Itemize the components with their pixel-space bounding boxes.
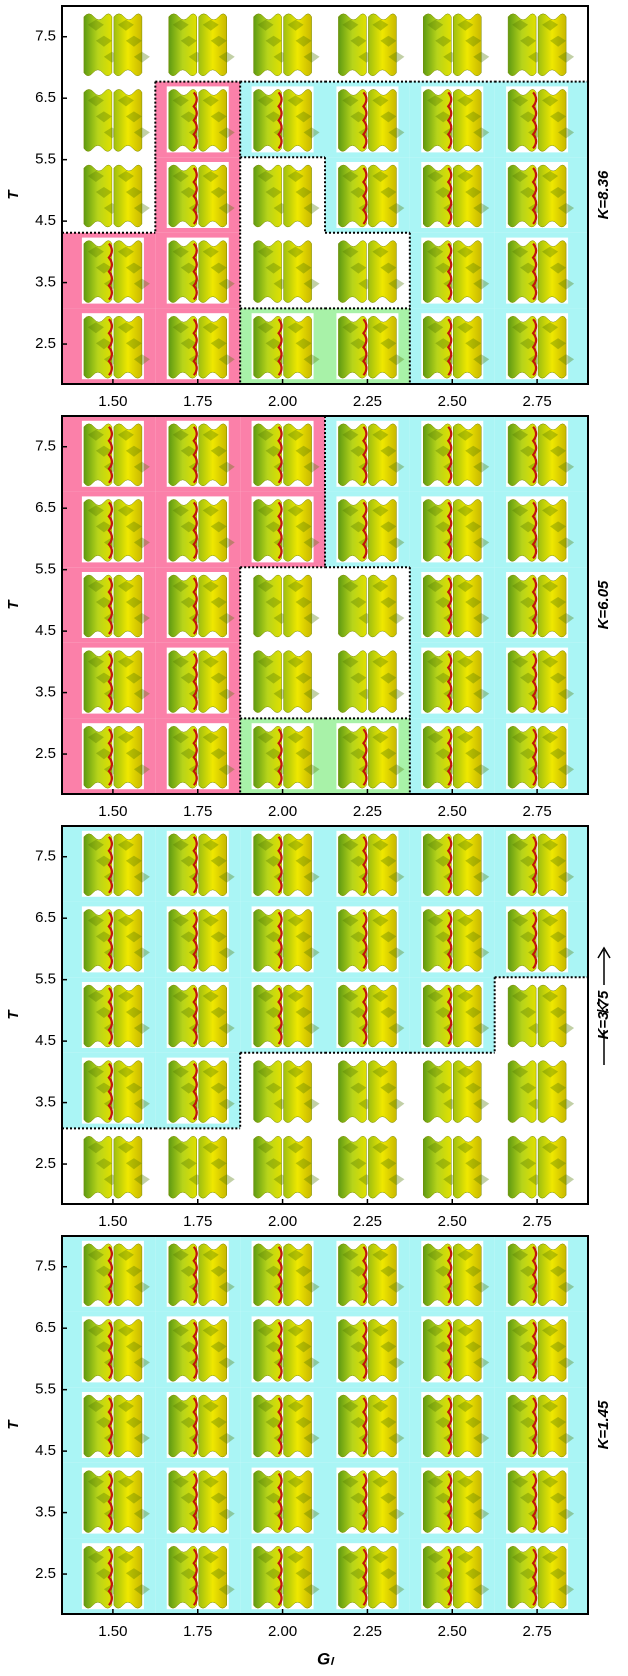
y-tick-label: 3.5 xyxy=(35,274,56,291)
y-tick-label: 4.5 xyxy=(35,1032,56,1049)
y-tick-label: 7.5 xyxy=(35,28,56,45)
x-tick-label: 2.00 xyxy=(268,1623,297,1640)
y-axis-label: T xyxy=(5,189,22,200)
x-tick-label: 2.50 xyxy=(438,393,467,410)
x-tick-label: 1.50 xyxy=(98,803,127,820)
y-tick-label: 3.5 xyxy=(35,1504,56,1521)
panel: 2.5 3.5 4.5 5.5 6.5 7.5 1.50 1.75 2.00 2.25 2.50 2.… xyxy=(5,6,612,410)
x-tick-label: 1.75 xyxy=(183,393,212,410)
x-tick-label: 2.50 xyxy=(438,1213,467,1230)
panel: 2.5 3.5 4.5 5.5 6.5 7.5 1.50 1.75 2.00 2.25 2.50 2.… xyxy=(5,826,612,1230)
y-axis-label: T xyxy=(5,1419,22,1430)
panel-label: K=1.45 xyxy=(595,1400,612,1449)
y-tick-label: 4.5 xyxy=(35,212,56,229)
x-tick-label: 2.25 xyxy=(353,1623,382,1640)
y-axis-label: T xyxy=(5,599,22,610)
y-tick-label: 6.5 xyxy=(35,499,56,516)
y-tick-label: 2.5 xyxy=(35,1565,56,1582)
y-tick-label: 6.5 xyxy=(35,1319,56,1336)
y-tick-label: 2.5 xyxy=(35,745,56,762)
x-tick-label: 2.75 xyxy=(522,803,551,820)
y-tick-label: 5.5 xyxy=(35,1381,56,1398)
x-tick-label: 2.00 xyxy=(268,1213,297,1230)
x-tick-label: 1.75 xyxy=(183,1213,212,1230)
x-tick-label: 2.75 xyxy=(522,1623,551,1640)
y-tick-label: 2.5 xyxy=(35,335,56,352)
y-tick-label: 5.5 xyxy=(35,561,56,578)
x-tick-label: 2.50 xyxy=(438,1623,467,1640)
y-tick-label: 7.5 xyxy=(35,438,56,455)
x-tick-label: 2.75 xyxy=(522,1213,551,1230)
panel-label: K=6.05 xyxy=(595,580,612,629)
y-tick-label: 3.5 xyxy=(35,1094,56,1111)
y-tick-label: 7.5 xyxy=(35,848,56,865)
x-axis-label: Gₗ xyxy=(317,1649,335,1668)
x-tick-label: 2.75 xyxy=(522,393,551,410)
panel-label: K=8.36 xyxy=(595,170,612,219)
x-tick-label: 2.25 xyxy=(353,393,382,410)
x-tick-label: 2.00 xyxy=(268,803,297,820)
y-tick-label: 4.5 xyxy=(35,1442,56,1459)
panel: 2.5 3.5 4.5 5.5 6.5 7.5 1.50 1.75 2.00 2.25 2.50 2.… xyxy=(5,416,612,820)
x-tick-label: 1.75 xyxy=(183,1623,212,1640)
x-tick-label: 1.75 xyxy=(183,803,212,820)
figure: K 2.53.54.55.56.57.51.501.752.002.252.50… xyxy=(0,0,628,1676)
y-tick-label: 7.5 xyxy=(35,1258,56,1275)
panel-label: K=3.75 xyxy=(595,990,612,1039)
panel: 2.5 3.5 4.5 5.5 6.5 7.5 1.50 1.75 2.00 2.25 2.50 2.… xyxy=(5,1236,612,1668)
y-tick-label: 2.5 xyxy=(35,1155,56,1172)
x-tick-label: 1.50 xyxy=(98,1213,127,1230)
y-tick-label: 3.5 xyxy=(35,684,56,701)
y-tick-label: 6.5 xyxy=(35,89,56,106)
y-axis-label: T xyxy=(5,1009,22,1020)
x-tick-label: 1.50 xyxy=(98,393,127,410)
y-tick-label: 5.5 xyxy=(35,151,56,168)
x-tick-label: 2.25 xyxy=(353,803,382,820)
y-tick-label: 4.5 xyxy=(35,622,56,639)
y-tick-label: 5.5 xyxy=(35,971,56,988)
x-tick-label: 2.50 xyxy=(438,803,467,820)
x-tick-label: 2.25 xyxy=(353,1213,382,1230)
x-tick-label: 2.00 xyxy=(268,393,297,410)
x-tick-label: 1.50 xyxy=(98,1623,127,1640)
y-tick-label: 6.5 xyxy=(35,909,56,926)
